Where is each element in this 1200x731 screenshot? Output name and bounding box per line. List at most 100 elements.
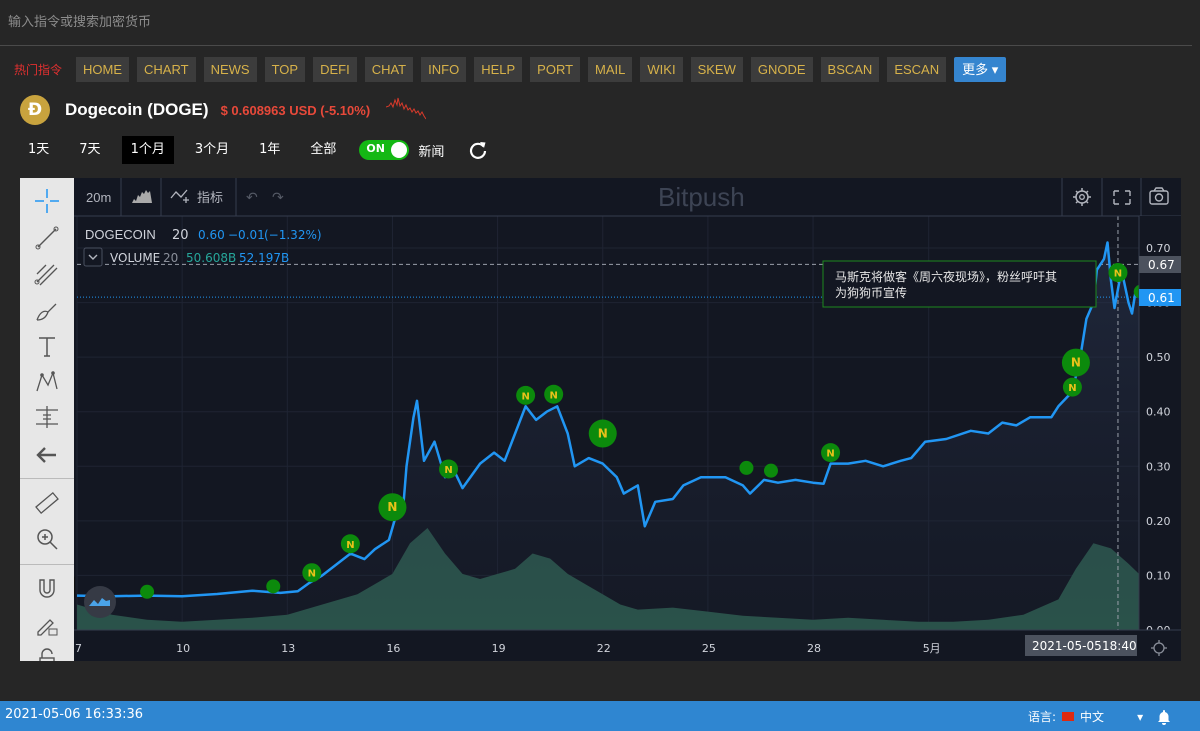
crosshair-date-label: 2021-05-05: [1032, 639, 1102, 653]
legend-collapse-button[interactable]: [83, 247, 103, 267]
zoom-in-icon[interactable]: [32, 524, 62, 554]
magnet-icon[interactable]: [32, 574, 62, 604]
bell-icon[interactable]: [1157, 709, 1171, 725]
news-tooltip-line-2: 为狗狗币宣传: [835, 285, 907, 300]
range-3m-button[interactable]: 3个月: [194, 142, 230, 157]
crosshair-tool-icon[interactable]: [32, 186, 62, 216]
news-toggle-label: 新闻: [418, 144, 445, 160]
nav-news-button[interactable]: NEWS: [203, 56, 257, 82]
nav-defi-button[interactable]: DEFI: [313, 56, 357, 82]
news-marker[interactable]: [763, 463, 778, 478]
news-marker-letter: N: [1114, 269, 1122, 280]
nav-help-button[interactable]: HELP: [474, 56, 523, 82]
news-marker[interactable]: N: [516, 385, 536, 405]
tradingview-logo-icon[interactable]: [84, 586, 116, 618]
settings-icon[interactable]: [1073, 188, 1091, 206]
range-7d-button[interactable]: 7天: [79, 142, 101, 157]
nav-chat-button[interactable]: CHAT: [364, 56, 414, 82]
nav-gnode-button[interactable]: GNODE: [750, 56, 813, 82]
range-1d-button[interactable]: 1天: [28, 142, 50, 157]
nav-bar: 热门指令 HOME CHART NEWS TOP DEFI CHAT INFO …: [14, 56, 1007, 82]
ruler-tool-icon[interactable]: [32, 488, 62, 518]
text-tool-icon[interactable]: [32, 332, 62, 362]
range-all-button[interactable]: 全部: [310, 142, 337, 157]
legend-change-pct: (−1.32%): [264, 228, 322, 242]
refresh-icon[interactable]: [468, 140, 488, 160]
nav-home-button[interactable]: HOME: [76, 56, 130, 82]
nav-chart-button[interactable]: CHART: [137, 56, 196, 82]
fib-tool-icon[interactable]: [32, 260, 62, 290]
news-marker[interactable]: N: [1108, 263, 1128, 283]
hot-commands-label: 热门指令: [14, 62, 63, 77]
nav-port-button[interactable]: PORT: [530, 56, 581, 82]
news-marker-letter: N: [1071, 356, 1081, 370]
crosshair-price-tag: 0.67: [1139, 256, 1181, 273]
prediction-tool-icon[interactable]: [32, 402, 62, 432]
news-marker[interactable]: N: [821, 443, 841, 463]
bar-style-icon[interactable]: [132, 190, 152, 203]
interval-select[interactable]: 20m: [86, 190, 111, 205]
indicator-icon[interactable]: [170, 189, 189, 203]
command-search-bar[interactable]: [0, 0, 1192, 46]
status-bar: 2021-05-06 16:33:36 语言: 中文 ▾: [0, 701, 1200, 731]
news-marker[interactable]: N: [439, 459, 459, 479]
x-axis-background: [74, 630, 1181, 661]
news-marker[interactable]: [140, 584, 155, 599]
camera-icon[interactable]: [1149, 187, 1169, 205]
news-marker-letter: N: [308, 569, 316, 580]
nav-info-button[interactable]: INFO: [421, 56, 467, 82]
nav-top-button[interactable]: TOP: [264, 56, 306, 82]
x-tick-label: 13: [281, 642, 295, 655]
x-tick-label: 22: [597, 642, 611, 655]
news-marker[interactable]: N: [302, 563, 322, 583]
china-flag-icon: [1062, 712, 1075, 721]
trendline-tool-icon[interactable]: [32, 223, 62, 253]
search-input[interactable]: [0, 0, 1192, 45]
news-markers[interactable]: N N N N N N N N N N N: [140, 263, 1148, 599]
pattern-tool-icon[interactable]: [32, 367, 62, 397]
news-marker-dot: [266, 579, 281, 594]
news-marker[interactable]: N: [378, 493, 407, 522]
axis-settings-icon[interactable]: [1151, 640, 1167, 656]
fullscreen-icon[interactable]: [1113, 190, 1131, 205]
nav-skew-button[interactable]: SKEW: [690, 56, 743, 82]
brush-tool-icon[interactable]: [32, 296, 62, 326]
news-marker[interactable]: N: [1062, 377, 1082, 397]
indicator-label[interactable]: 指标: [197, 191, 223, 206]
toggle-label: ON: [366, 142, 385, 155]
price-chart[interactable]: N N N N N N N N N N N 20m 指标 ↶ ↷ Bitpush: [20, 178, 1181, 661]
nav-bscan-button[interactable]: BSCAN: [820, 56, 880, 82]
news-marker-dot: [140, 584, 155, 599]
news-marker-dot: [739, 460, 754, 475]
undo-icon[interactable]: ↶: [246, 190, 258, 206]
range-1y-button[interactable]: 1年: [259, 142, 281, 157]
volume-label: VOLUME: [110, 251, 160, 265]
nav-wiki-button[interactable]: WIKI: [640, 56, 683, 82]
news-marker[interactable]: N: [544, 384, 564, 404]
news-toggle[interactable]: ON: [359, 140, 410, 160]
language-selector[interactable]: 语言: 中文 ▾: [1028, 708, 1171, 725]
lock-pencil-icon[interactable]: [32, 610, 62, 640]
back-arrow-icon[interactable]: [32, 440, 62, 470]
caret-down-icon: ▾: [991, 61, 999, 77]
news-marker-dot: [516, 385, 536, 405]
bitpush-watermark: Bitpush: [658, 182, 745, 212]
crosshair-price-label: 0.67: [1148, 258, 1175, 272]
nav-escan-button[interactable]: ESCAN: [887, 56, 947, 82]
news-marker[interactable]: N: [1061, 348, 1090, 377]
news-marker[interactable]: [739, 460, 754, 475]
nav-mail-button[interactable]: MAIL: [588, 56, 633, 82]
news-marker-letter: N: [346, 540, 354, 551]
coin-name: Dogecoin (DOGE): [65, 100, 209, 119]
crosshair-time-tag: 2021-05-05 18:40: [1025, 635, 1137, 656]
news-marker[interactable]: [266, 579, 281, 594]
news-marker[interactable]: N: [340, 534, 360, 554]
y-tick-label: 0.10: [1146, 569, 1171, 582]
news-marker[interactable]: N: [588, 419, 617, 448]
lock-icon[interactable]: [32, 644, 62, 661]
more-dropdown-button[interactable]: 更多 ▾: [954, 56, 1007, 82]
chart-canvas[interactable]: N N N N N N N N N N N 20m 指标 ↶ ↷ Bitpush: [20, 178, 1181, 661]
range-1m-button[interactable]: 1个月: [121, 136, 174, 164]
redo-icon[interactable]: ↷: [272, 190, 284, 206]
news-marker-dot: [821, 443, 841, 463]
